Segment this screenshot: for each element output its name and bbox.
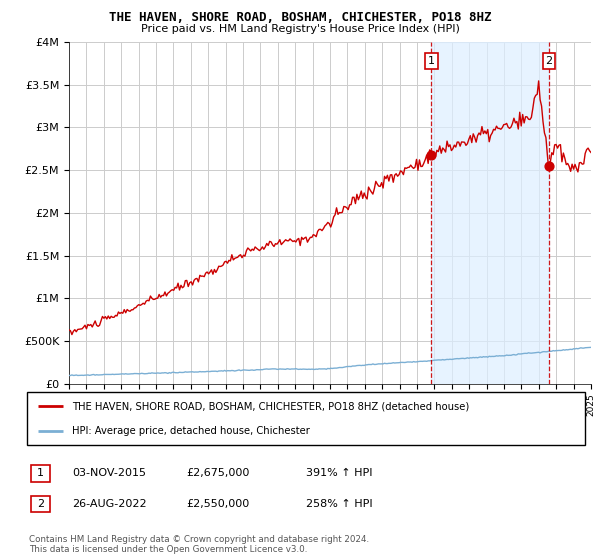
Text: 03-NOV-2015: 03-NOV-2015 (72, 468, 146, 478)
Text: Price paid vs. HM Land Registry's House Price Index (HPI): Price paid vs. HM Land Registry's House … (140, 24, 460, 34)
Text: THE HAVEN, SHORE ROAD, BOSHAM, CHICHESTER, PO18 8HZ: THE HAVEN, SHORE ROAD, BOSHAM, CHICHESTE… (109, 11, 491, 24)
Point (544, 161, 554, 170)
Text: HPI: Average price, detached house, Chichester: HPI: Average price, detached house, Chic… (71, 426, 310, 436)
Point (427, 151, 436, 160)
Text: 258% ↑ HPI: 258% ↑ HPI (306, 499, 373, 509)
Text: 2: 2 (545, 56, 553, 66)
Text: £2,550,000: £2,550,000 (186, 499, 249, 509)
Text: 1: 1 (37, 468, 44, 478)
Text: THE HAVEN, SHORE ROAD, BOSHAM, CHICHESTER, PO18 8HZ (detached house): THE HAVEN, SHORE ROAD, BOSHAM, CHICHESTE… (71, 402, 469, 412)
Text: Contains HM Land Registry data © Crown copyright and database right 2024.
This d: Contains HM Land Registry data © Crown c… (29, 535, 369, 554)
Text: 26-AUG-2022: 26-AUG-2022 (72, 499, 146, 509)
Text: 2: 2 (37, 499, 44, 509)
Text: 1: 1 (428, 56, 435, 66)
Text: £2,675,000: £2,675,000 (186, 468, 250, 478)
Bar (431, 42, 549, 384)
Text: 391% ↑ HPI: 391% ↑ HPI (306, 468, 373, 478)
